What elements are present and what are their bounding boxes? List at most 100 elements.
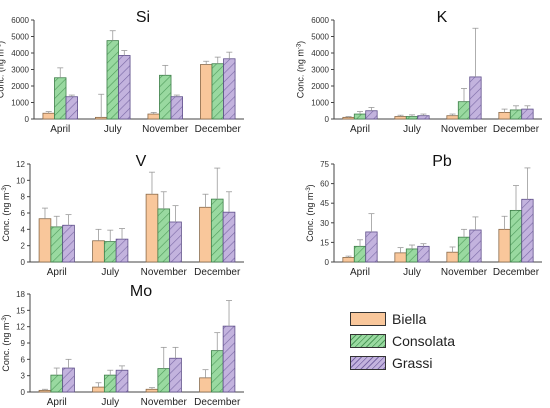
bar-grassi xyxy=(62,224,75,263)
bar-biella xyxy=(446,115,459,120)
bar-grassi xyxy=(118,55,131,120)
bar-biella xyxy=(200,64,213,120)
bar-consolata xyxy=(54,77,67,120)
category-label: December xyxy=(493,267,540,278)
y-tick-label: 0 xyxy=(21,258,26,267)
bar-grassi xyxy=(521,108,534,120)
legend-swatch-consolata xyxy=(350,334,386,348)
y-tick-label: 6000 xyxy=(11,16,29,25)
y-tick-label: 5000 xyxy=(11,33,29,42)
y-tick-label: 45 xyxy=(320,199,329,208)
y-tick-label: 0 xyxy=(25,115,30,124)
category-label: April xyxy=(350,124,370,135)
y-tick-label: 3000 xyxy=(11,66,29,75)
category-label: April xyxy=(47,397,67,408)
legend-swatch-biella xyxy=(350,312,386,326)
y-tick-label: 60 xyxy=(320,180,329,189)
category-label: July xyxy=(403,267,421,278)
y-tick-label: 10 xyxy=(16,176,25,185)
bar-consolata xyxy=(210,198,224,263)
y-axis-label: Conc. (ng m-3) xyxy=(296,41,306,98)
bar-biella xyxy=(394,252,407,263)
chart-title: Si xyxy=(136,9,150,26)
bar-biella xyxy=(38,218,52,263)
y-tick-label: 6000 xyxy=(311,16,329,25)
bar-biella xyxy=(145,388,159,393)
y-tick-label: 12 xyxy=(16,160,25,169)
category-label: July xyxy=(104,124,122,135)
y-tick-label: 4000 xyxy=(311,49,329,58)
bar-grassi xyxy=(417,115,430,120)
y-tick-label: 6 xyxy=(21,209,26,218)
chart-title: Mo xyxy=(130,283,152,300)
category-label: December xyxy=(194,397,241,408)
legend-label-biella: Biella xyxy=(392,311,427,327)
chart-pb: 0 15 30 45 60 75 Conc. (ng m-3) Pb April July Nove… xyxy=(305,153,542,278)
bar-consolata xyxy=(353,113,367,120)
y-tick-label: 0 xyxy=(21,388,26,397)
chart-mo: 0 3 6 9 12 15 18 Conc. (ng m-3) Mo April July Novem… xyxy=(1,283,244,408)
chart-si: 0 1000 2000 3000 4000 5000 6000 Conc. (ng m-3) S… xyxy=(0,9,244,135)
bar-consolata xyxy=(157,208,171,263)
bar-biella xyxy=(342,257,355,263)
bar-grassi xyxy=(169,357,182,393)
chart-title: V xyxy=(136,153,147,170)
bar-consolata xyxy=(157,368,171,393)
bar-grassi xyxy=(521,198,534,263)
y-tick-label: 9 xyxy=(21,339,26,348)
category-label: December xyxy=(194,267,241,278)
legend-swatch-grassi xyxy=(350,356,386,370)
y-tick-label: 8 xyxy=(21,193,26,202)
bar-consolata xyxy=(210,350,224,393)
bar-grassi xyxy=(222,325,236,393)
chart-v: 0 2 4 6 8 10 12 Conc. (ng m-3) V April July Novembe… xyxy=(1,153,244,278)
chart-k: 0 1000 2000 3000 4000 5000 6000 Conc. (ng m-3) K… xyxy=(296,9,542,135)
bar-grassi xyxy=(169,221,182,263)
bar-consolata xyxy=(457,101,471,120)
y-axis-label: Conc. (ng m-3) xyxy=(0,41,6,98)
bar-grassi xyxy=(115,238,129,263)
y-tick-label: 12 xyxy=(16,323,25,332)
bar-consolata xyxy=(457,236,471,263)
y-tick-label: 6 xyxy=(21,355,26,364)
bar-consolata xyxy=(405,116,419,120)
bar-consolata xyxy=(103,374,117,393)
y-axis-label: Conc. (ng m-3) xyxy=(305,184,315,241)
bar-biella xyxy=(498,228,511,263)
category-label: April xyxy=(50,124,70,135)
bar-biella xyxy=(92,386,105,393)
y-tick-label: 18 xyxy=(16,290,25,299)
category-label: December xyxy=(195,124,242,135)
y-tick-label: 3 xyxy=(21,372,26,381)
bar-biella xyxy=(147,113,160,120)
bar-grassi xyxy=(469,229,482,263)
bar-grassi xyxy=(365,110,378,120)
y-tick-label: 1000 xyxy=(11,99,29,108)
bar-consolata xyxy=(106,40,119,120)
category-label: July xyxy=(403,124,421,135)
legend-label-consolata: Consolata xyxy=(392,333,456,349)
bar-biella xyxy=(199,206,212,263)
y-tick-label: 2000 xyxy=(11,82,29,91)
bar-biella xyxy=(394,116,407,120)
bar-consolata xyxy=(159,74,172,120)
bar-consolata xyxy=(353,245,367,263)
category-label: November xyxy=(141,267,188,278)
category-label: July xyxy=(101,397,119,408)
bar-consolata xyxy=(509,209,523,263)
chart-title: K xyxy=(437,9,448,26)
y-axis-label: Conc. (ng m-3) xyxy=(1,314,11,371)
bar-grassi xyxy=(365,231,378,263)
category-label: November xyxy=(141,397,188,408)
bar-biella xyxy=(498,112,511,120)
y-tick-label: 5000 xyxy=(311,33,329,42)
bar-grassi xyxy=(62,367,75,393)
y-tick-label: 4 xyxy=(21,225,26,234)
bar-consolata xyxy=(103,241,117,263)
y-tick-label: 1000 xyxy=(311,99,329,108)
category-label: April xyxy=(47,267,67,278)
y-axis-label: Conc. (ng m-3) xyxy=(1,184,11,241)
y-tick-label: 3000 xyxy=(311,66,329,75)
bar-biella xyxy=(199,377,212,393)
